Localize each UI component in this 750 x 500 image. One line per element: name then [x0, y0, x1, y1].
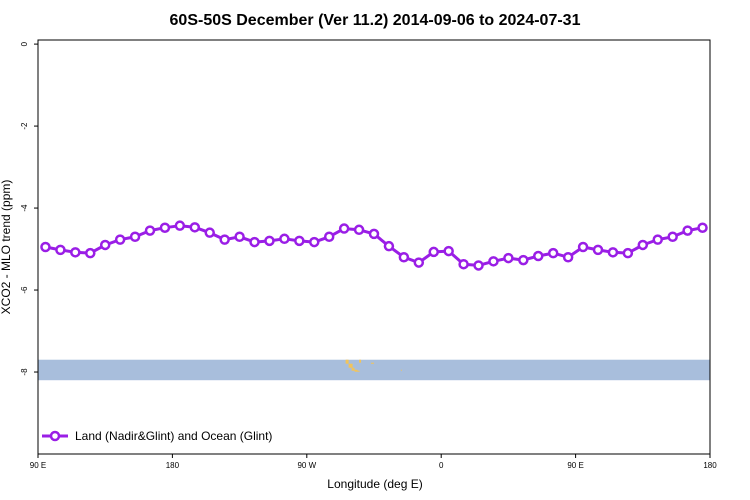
data-point-34: [547, 247, 559, 259]
data-point-19: [323, 231, 335, 243]
x-tick-label-3: 0: [439, 461, 444, 470]
data-point-3: [85, 247, 96, 259]
y-axis-label: XCO2 - MLO trend (ppm): [0, 180, 13, 315]
series-layer: [40, 220, 708, 271]
data-point-9: [174, 220, 186, 231]
data-point-5: [114, 234, 126, 245]
data-point-30: [488, 256, 499, 267]
x-tick-label-4: 90 E: [567, 461, 583, 470]
land-patch-2: [351, 367, 355, 371]
x-tick-label-1: 180: [166, 461, 180, 470]
y-tick-label-2: -4: [20, 204, 29, 212]
data-point-29: [473, 260, 484, 271]
land-patch-5: [359, 359, 362, 363]
data-point-22: [368, 228, 380, 240]
data-point-11: [204, 227, 215, 238]
x-axis-label: Longitude (deg E): [327, 477, 422, 491]
data-point-27: [443, 245, 454, 257]
data-point-36: [577, 241, 589, 253]
ocean-strip: [38, 359, 710, 381]
data-point-4: [99, 239, 111, 251]
chart-title: 60S-50S December (Ver 11.2) 2014-09-06 t…: [170, 12, 581, 29]
data-point-31: [503, 252, 514, 264]
data-point-13: [234, 231, 245, 243]
data-point-25: [413, 257, 425, 268]
data-point-32: [518, 254, 529, 266]
data-point-43: [682, 225, 693, 236]
data-point-7: [144, 225, 156, 236]
data-point-17: [294, 235, 305, 247]
land-patch-1: [348, 363, 353, 368]
legend: Land (Nadir&Glint) and Ocean (Glint): [42, 429, 272, 443]
plot-frame: [37, 39, 711, 455]
data-point-20: [338, 223, 350, 234]
x-axis: 90 E 180 90 W 0 90 E 180: [30, 454, 717, 470]
data-point-41: [652, 234, 663, 245]
data-point-28: [458, 258, 469, 270]
data-point-33: [533, 250, 544, 262]
y-tick-label-4: -8: [20, 368, 29, 376]
x-tick-label-0: 90 E: [30, 461, 46, 470]
land-markings: [345, 359, 402, 372]
data-point-23: [383, 240, 395, 252]
data-point-1: [55, 244, 66, 256]
data-point-18: [309, 236, 320, 248]
legend-label: Land (Nadir&Glint) and Ocean (Glint): [75, 429, 272, 443]
land-patch-3: [354, 369, 358, 372]
data-point-12: [219, 234, 230, 245]
data-point-40: [637, 239, 649, 251]
data-point-21: [353, 224, 365, 236]
data-point-39: [622, 247, 634, 259]
data-point-37: [592, 244, 604, 256]
data-point-26: [428, 246, 439, 258]
data-point-6: [129, 231, 141, 243]
data-point-16: [279, 233, 290, 245]
x-tick-label-2: 90 W: [297, 461, 316, 470]
land-patch-dot-1: [371, 362, 375, 364]
data-point-14: [249, 236, 260, 248]
y-tick-label-0: 0: [20, 41, 29, 46]
data-point-2: [70, 247, 81, 258]
data-point-8: [159, 222, 171, 233]
land-patch-4: [357, 370, 360, 372]
land-patch-0: [345, 359, 349, 364]
y-axis: 0 -2 -4 -6 -8: [20, 41, 38, 376]
data-point-35: [562, 251, 574, 263]
data-point-44: [697, 222, 708, 233]
data-point-0: [40, 241, 51, 253]
data-point-10: [189, 222, 201, 233]
data-point-42: [667, 231, 678, 243]
land-patch-dot-2: [400, 369, 402, 371]
y-tick-label-3: -6: [20, 286, 29, 294]
y-tick-label-1: -2: [20, 122, 29, 130]
data-point-38: [607, 247, 619, 258]
data-point-15: [264, 235, 275, 247]
legend-marker: [49, 430, 61, 442]
x-tick-label-5: 180: [703, 461, 717, 470]
data-point-24: [398, 251, 410, 263]
